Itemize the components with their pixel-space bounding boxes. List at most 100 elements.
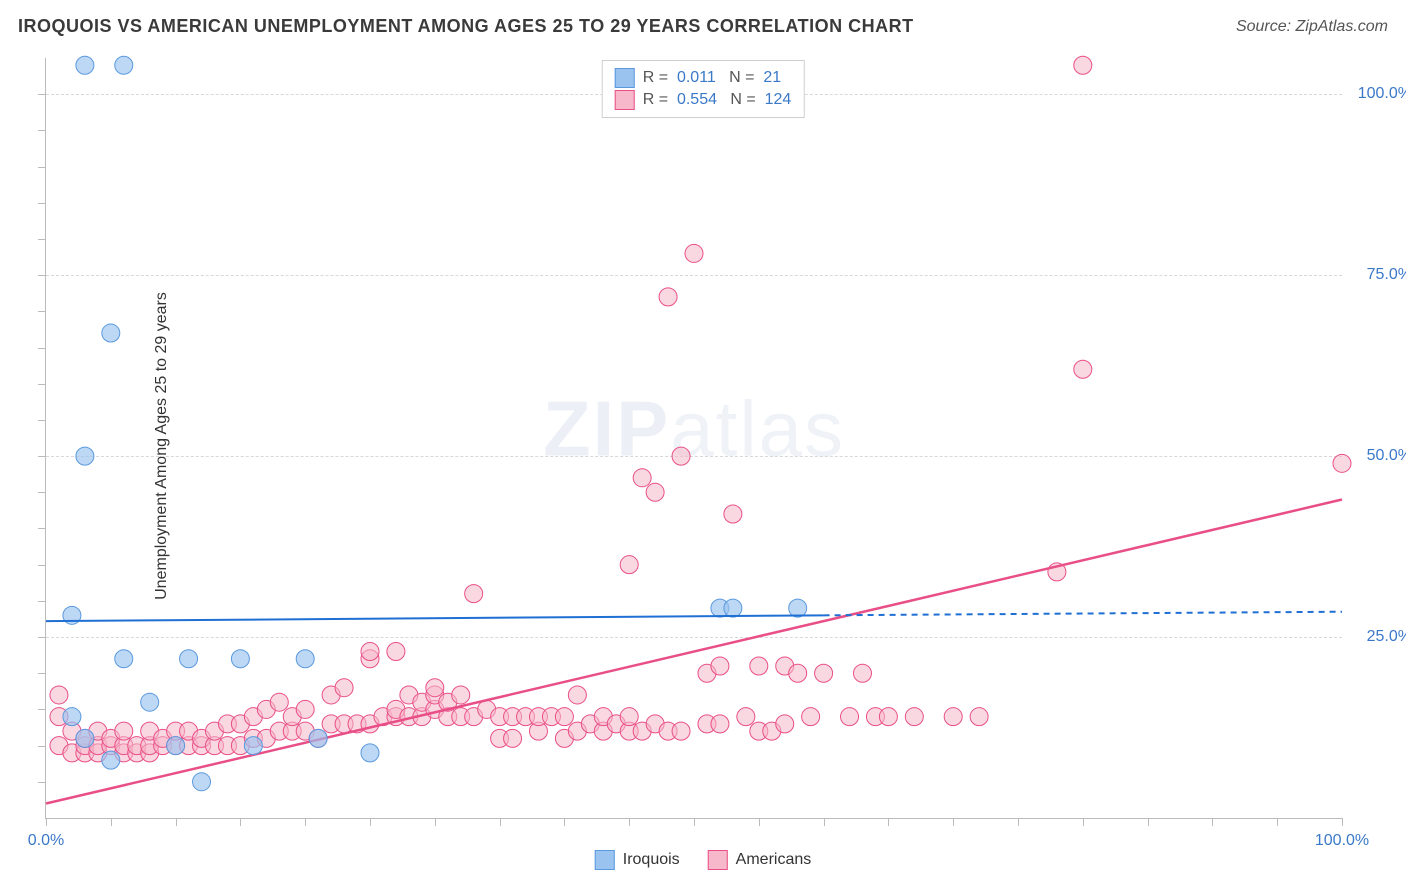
x-tick-label: 0.0% (28, 832, 64, 850)
y-tick-label: 100.0% (1350, 85, 1406, 103)
x-tick (1212, 818, 1213, 826)
data-point-americans (335, 679, 353, 697)
data-point-iroquois (244, 737, 262, 755)
y-tick (38, 528, 46, 529)
x-tick (370, 818, 371, 826)
legend-stats: R = 0.011 N = 21 (643, 67, 781, 89)
y-tick (38, 239, 46, 240)
data-point-americans (296, 700, 314, 718)
x-tick (888, 818, 889, 826)
x-tick (1277, 818, 1278, 826)
data-point-americans (620, 556, 638, 574)
data-point-americans (789, 664, 807, 682)
x-tick (1148, 818, 1149, 826)
data-point-americans (659, 288, 677, 306)
scatter-plot: ZIPatlas 25.0%50.0%75.0%100.0%0.0%100.0% (45, 58, 1342, 819)
chart-title: IROQUOIS VS AMERICAN UNEMPLOYMENT AMONG … (18, 16, 914, 37)
data-point-americans (711, 657, 729, 675)
legend-row-americans: R = 0.554 N = 124 (615, 89, 792, 111)
data-point-iroquois (296, 650, 314, 668)
data-point-iroquois (63, 708, 81, 726)
x-tick (1342, 818, 1343, 826)
y-tick-label: 25.0% (1350, 628, 1406, 646)
data-point-americans (776, 715, 794, 733)
data-point-americans (737, 708, 755, 726)
series-legend: Iroquois Americans (595, 850, 812, 870)
data-point-americans (115, 722, 133, 740)
data-point-americans (672, 722, 690, 740)
legend-label: Iroquois (623, 851, 680, 869)
data-point-americans (1074, 56, 1092, 74)
legend-swatch (595, 850, 615, 870)
legend-stats: R = 0.554 N = 124 (643, 89, 792, 111)
data-point-iroquois (361, 744, 379, 762)
y-tick (38, 420, 46, 421)
legend-item-americans: Americans (708, 850, 812, 870)
y-tick (38, 637, 46, 638)
x-tick (953, 818, 954, 826)
data-point-americans (568, 686, 586, 704)
x-tick (46, 818, 47, 826)
data-point-americans (685, 244, 703, 262)
data-point-americans (672, 447, 690, 465)
data-point-americans (646, 483, 664, 501)
y-tick (38, 167, 46, 168)
y-tick (38, 384, 46, 385)
data-point-iroquois (141, 693, 159, 711)
data-point-americans (724, 505, 742, 523)
y-tick (38, 275, 46, 276)
legend-swatch (615, 68, 635, 88)
legend-row-iroquois: R = 0.011 N = 21 (615, 67, 792, 89)
y-tick (38, 709, 46, 710)
data-point-americans (504, 729, 522, 747)
data-point-americans (465, 585, 483, 603)
y-tick (38, 94, 46, 95)
data-point-iroquois (76, 447, 94, 465)
data-point-americans (387, 643, 405, 661)
data-point-iroquois (789, 599, 807, 617)
x-tick (176, 818, 177, 826)
x-tick (435, 818, 436, 826)
data-point-iroquois (180, 650, 198, 668)
y-tick (38, 565, 46, 566)
correlation-legend: R = 0.011 N = 21R = 0.554 N = 124 (602, 60, 805, 118)
y-tick (38, 492, 46, 493)
x-tick (759, 818, 760, 826)
x-tick (1083, 818, 1084, 826)
x-tick (240, 818, 241, 826)
y-tick (38, 311, 46, 312)
data-point-americans (1074, 360, 1092, 378)
x-tick (1018, 818, 1019, 826)
data-point-iroquois (193, 773, 211, 791)
data-point-americans (905, 708, 923, 726)
regression-dashed-iroquois (824, 612, 1342, 616)
y-tick (38, 456, 46, 457)
data-point-iroquois (115, 650, 133, 668)
data-point-americans (452, 686, 470, 704)
x-tick (564, 818, 565, 826)
x-tick (629, 818, 630, 826)
data-point-americans (879, 708, 897, 726)
x-tick-label: 100.0% (1315, 832, 1369, 850)
data-point-americans (50, 686, 68, 704)
x-tick (305, 818, 306, 826)
data-point-americans (1333, 454, 1351, 472)
data-point-iroquois (102, 751, 120, 769)
data-point-americans (633, 469, 651, 487)
legend-label: Americans (736, 851, 812, 869)
data-point-americans (802, 708, 820, 726)
data-point-iroquois (76, 56, 94, 74)
x-tick (500, 818, 501, 826)
data-point-americans (270, 693, 288, 711)
data-point-americans (750, 657, 768, 675)
y-tick (38, 601, 46, 602)
y-tick (38, 782, 46, 783)
data-point-iroquois (724, 599, 742, 617)
data-point-americans (555, 708, 573, 726)
regression-line-iroquois (46, 615, 824, 621)
data-point-iroquois (309, 729, 327, 747)
data-point-americans (620, 708, 638, 726)
data-point-iroquois (115, 56, 133, 74)
legend-swatch (615, 90, 635, 110)
y-tick (38, 673, 46, 674)
